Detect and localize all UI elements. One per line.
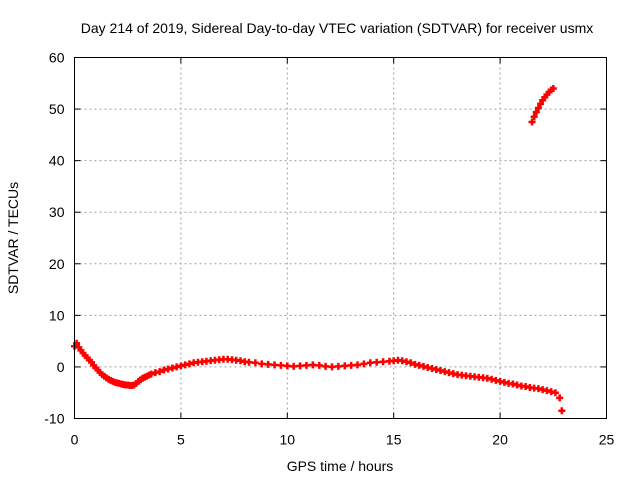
axis-ticks: 0 5 10 15 20 25 -10 0 10 20 30 40 50 60 (44, 50, 614, 448)
y-tick-label: 50 (49, 101, 65, 117)
x-axis-label: GPS time / hours (287, 458, 394, 474)
data-point (258, 360, 266, 368)
y-tick-label: 40 (49, 153, 65, 169)
y-tick-label: 30 (49, 204, 65, 220)
data-point (366, 359, 374, 367)
y-tick-label: 60 (49, 50, 65, 66)
chart-title: Day 214 of 2019, Sidereal Day-to-day VTE… (81, 20, 594, 36)
data-point (407, 359, 415, 367)
data-point (290, 362, 298, 370)
data-point (532, 108, 540, 116)
data-point (558, 407, 566, 415)
data-points (71, 84, 566, 415)
data-point (556, 394, 564, 402)
x-tick-label: 20 (492, 432, 508, 448)
data-point (373, 358, 381, 366)
data-point (551, 389, 559, 397)
data-point (309, 361, 317, 369)
x-tick-label: 15 (386, 432, 402, 448)
data-point (302, 361, 310, 369)
data-point (296, 362, 304, 370)
grid (74, 57, 607, 419)
data-point (271, 361, 279, 369)
data-point (251, 359, 259, 367)
data-point (264, 360, 272, 368)
data-point (549, 84, 557, 92)
data-point (379, 358, 387, 366)
y-tick-label: -10 (44, 411, 64, 427)
data-point (315, 361, 323, 369)
plot-frame (74, 57, 607, 419)
data-point (328, 363, 336, 371)
data-point (334, 362, 342, 370)
y-tick-label: 0 (57, 359, 65, 375)
x-tick-label: 5 (177, 432, 185, 448)
y-tick-label: 20 (49, 256, 65, 272)
data-point (322, 362, 330, 370)
data-point (354, 361, 362, 369)
data-point (530, 113, 538, 121)
data-point (156, 368, 164, 376)
data-point (347, 361, 355, 369)
data-point (534, 104, 542, 112)
y-tick-label: 10 (49, 307, 65, 323)
data-point (277, 361, 285, 369)
data-point (147, 370, 155, 378)
y-axis-label: SDTVAR / TECUs (5, 182, 21, 294)
x-tick-label: 0 (71, 432, 79, 448)
data-point (245, 358, 253, 366)
data-point (360, 360, 368, 368)
data-point (537, 100, 545, 108)
data-point (283, 362, 291, 370)
data-point (341, 362, 349, 370)
data-point (528, 118, 536, 126)
x-tick-label: 25 (599, 432, 615, 448)
x-tick-label: 10 (280, 432, 296, 448)
